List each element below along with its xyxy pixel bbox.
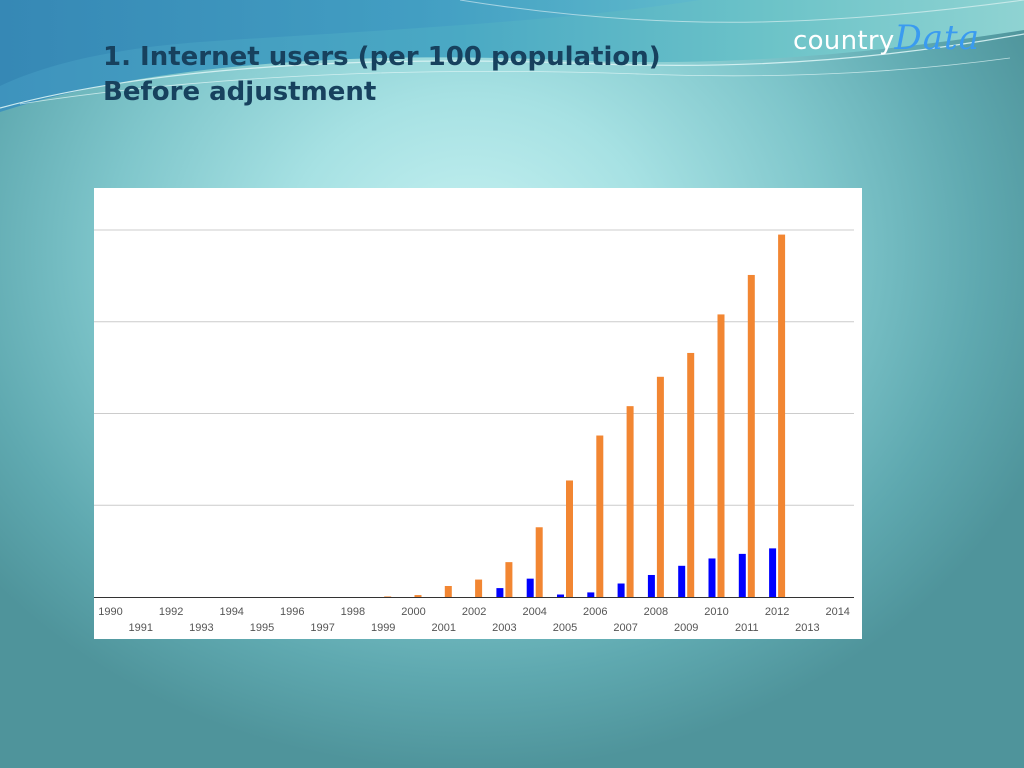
- x-tick-label-1995: 1995: [250, 622, 274, 634]
- x-tick-label-2011: 2011: [735, 622, 759, 634]
- bar-2011-series-2: [747, 274, 755, 597]
- x-tick-label-2012: 2012: [765, 606, 789, 618]
- x-tick-label-1998: 1998: [341, 606, 365, 618]
- x-tick-label-2001: 2001: [432, 622, 456, 634]
- x-tick-label-1994: 1994: [219, 606, 243, 618]
- bar-2008-series-1: [647, 574, 655, 597]
- x-tick-label-2007: 2007: [613, 622, 637, 634]
- bar-2006-series-1: [587, 592, 595, 597]
- bar-2010-series-2: [717, 314, 725, 597]
- country-data-logo: countryData: [793, 18, 980, 58]
- bar-2002-series-2: [475, 579, 483, 597]
- internet-users-bar-chart: 1990 1992 1994 1996 1998 2000 2002 2004 2006 2008…: [94, 229, 854, 634]
- bar-2001-series-2: [444, 585, 452, 597]
- bar-2003-series-2: [505, 562, 513, 597]
- logo-data-text: Data: [894, 18, 980, 58]
- bar-2003-series-1: [496, 588, 504, 597]
- x-tick-label-1997: 1997: [310, 622, 334, 634]
- bar-2011-series-1: [738, 553, 746, 597]
- x-tick-label-2003: 2003: [492, 622, 516, 634]
- x-tick-label-1992: 1992: [159, 606, 183, 618]
- bar-1999-series-2: [384, 596, 392, 597]
- bar-2009-series-2: [687, 352, 695, 597]
- bar-2007-series-2: [626, 406, 634, 597]
- x-tick-label-2002: 2002: [462, 606, 486, 618]
- bar-2000-series-2: [414, 595, 422, 597]
- bar-2012-series-1: [769, 548, 777, 597]
- x-tick-label-1991: 1991: [129, 622, 153, 634]
- bar-2012-series-2: [778, 234, 786, 597]
- x-tick-label-2010: 2010: [704, 606, 728, 618]
- bar-2004-series-2: [535, 527, 543, 597]
- bar-2007-series-1: [617, 583, 625, 597]
- x-tick-label-1990: 1990: [98, 606, 122, 618]
- header-swoosh-decoration: [0, 0, 1024, 112]
- bar-2005-series-1: [557, 594, 564, 597]
- bar-2006-series-2: [596, 435, 604, 597]
- bar-2005-series-2: [566, 480, 573, 597]
- x-tick-label-1993: 1993: [189, 622, 213, 634]
- bar-2010-series-1: [708, 558, 716, 597]
- bar-2009-series-1: [678, 565, 686, 597]
- x-tick-label-1999: 1999: [371, 622, 395, 634]
- x-tick-label-2004: 2004: [522, 606, 546, 618]
- x-tick-label-2009: 2009: [674, 622, 698, 634]
- x-tick-label-2005: 2005: [553, 622, 577, 634]
- x-tick-label-2006: 2006: [583, 606, 607, 618]
- x-tick-label-1996: 1996: [280, 606, 304, 618]
- chart-panel: 1990 1992 1994 1996 1998 2000 2002 2004 2006 2008…: [94, 188, 862, 639]
- x-tick-label-2008: 2008: [644, 606, 668, 618]
- x-tick-label-2000: 2000: [401, 606, 425, 618]
- logo-country-text: country: [793, 26, 895, 56]
- slide-title: 1. Internet users (per 100 population) B…: [103, 40, 661, 110]
- slide-title-line1: 1. Internet users (per 100 population): [103, 42, 661, 72]
- bar-2004-series-1: [526, 578, 534, 597]
- bar-2008-series-2: [656, 376, 664, 597]
- x-tick-label-2013: 2013: [795, 622, 819, 634]
- slide-title-line2: Before adjustment: [103, 77, 377, 107]
- x-tick-label-2014: 2014: [825, 606, 849, 618]
